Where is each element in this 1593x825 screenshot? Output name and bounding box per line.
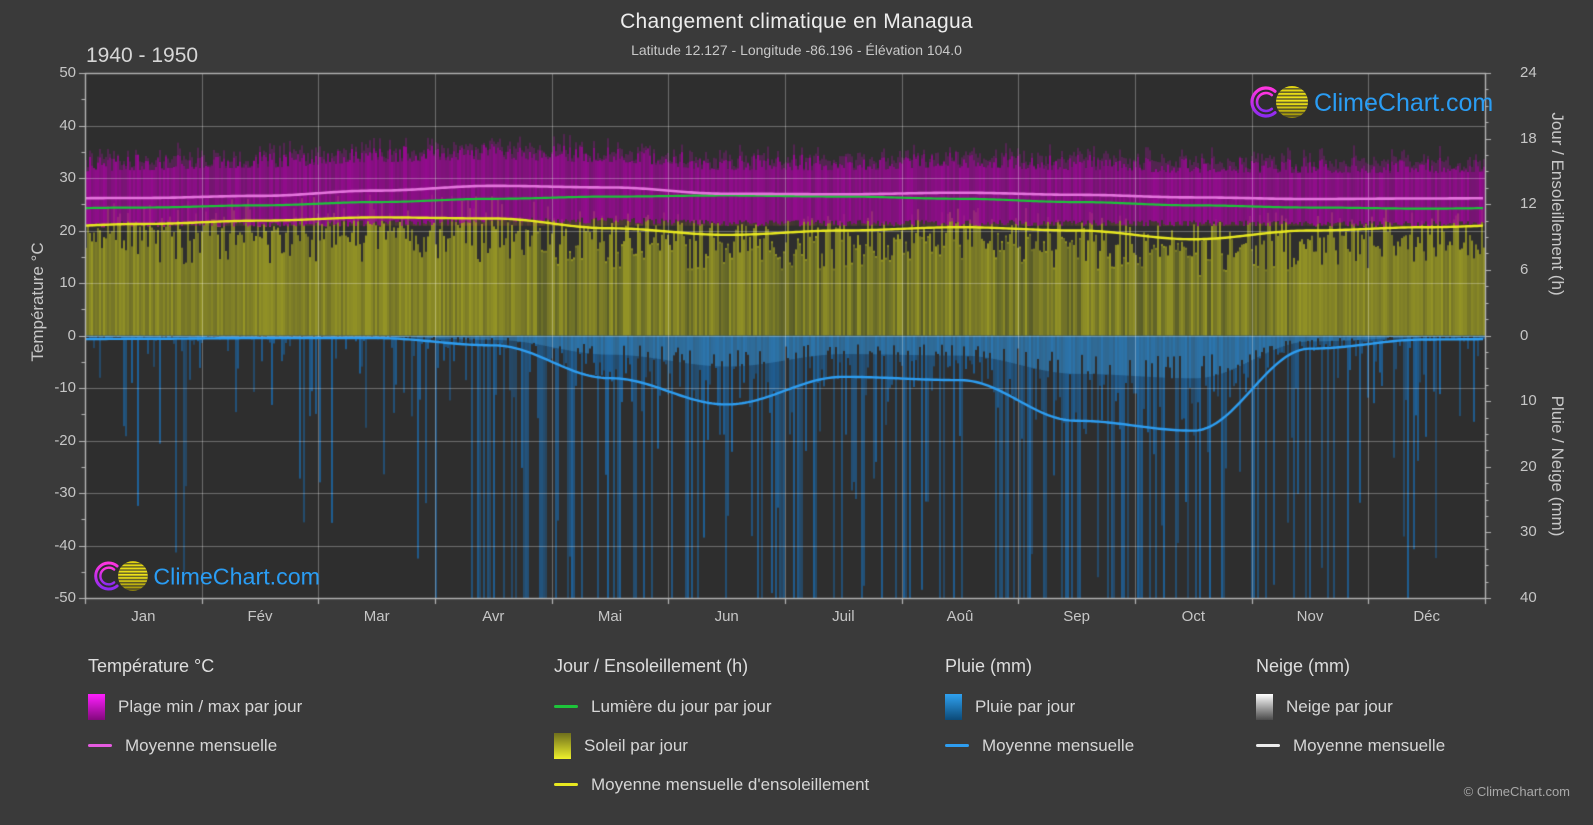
legend-header-snow: Neige (mm) bbox=[1256, 656, 1351, 676]
temp-axis-tick-label: 50 bbox=[59, 64, 76, 81]
month-axis-label: Jun bbox=[714, 608, 739, 625]
climechart-sun-icon bbox=[1276, 86, 1308, 118]
temp-axis-tick-label: -10 bbox=[54, 379, 76, 396]
temp-axis-tick-label: 40 bbox=[59, 116, 76, 134]
page-title: Changement climatique en Managua bbox=[620, 10, 973, 33]
legend-item-label: Neige par jour bbox=[1286, 696, 1393, 716]
month-axis-label: Sep bbox=[1063, 608, 1090, 625]
climechart-logo-text: ClimeChart.com bbox=[1314, 89, 1493, 117]
temp-axis-tick-label: 10 bbox=[59, 274, 76, 291]
legend-item-label: Moyenne mensuelle bbox=[1293, 735, 1446, 755]
legend-header-sunshine: Jour / Ensoleillement (h) bbox=[554, 656, 749, 676]
temp-mean-line-icon bbox=[88, 744, 112, 747]
month-axis-label: Avr bbox=[482, 608, 505, 625]
legend-item-label: Moyenne mensuelle d'ensoleillement bbox=[591, 774, 870, 794]
temp-axis-tick-label: -30 bbox=[54, 484, 76, 501]
rain-mean-line-icon bbox=[945, 744, 969, 747]
legend-item-snow-mean: Moyenne mensuelle bbox=[1256, 732, 1445, 759]
legend-item-sun-mean: Moyenne mensuelle d'ensoleillement bbox=[554, 771, 869, 798]
snow-mean-line-icon bbox=[1256, 744, 1280, 747]
temp-axis-tick-label: -50 bbox=[54, 589, 76, 606]
month-axis-label: Juil bbox=[832, 608, 855, 625]
sun-daily-swatch-icon bbox=[554, 732, 571, 759]
sun-axis-tick-label: 12 bbox=[1520, 195, 1537, 213]
temp-axis-tick-label: 0 bbox=[67, 326, 76, 344]
climechart-ring-icon bbox=[94, 561, 119, 591]
daylight-line-icon bbox=[554, 705, 578, 708]
page-subtitle: Latitude 12.127 - Longitude -86.196 - Él… bbox=[631, 42, 962, 58]
legend-item-temp-mean: Moyenne mensuelle bbox=[88, 732, 302, 759]
period-label: 1940 - 1950 bbox=[86, 44, 199, 67]
precip-axis-tick-label: 10 bbox=[1520, 392, 1537, 410]
legend-item-rain-daily: Pluie par jour bbox=[945, 693, 1134, 720]
month-axis-label: Oct bbox=[1181, 608, 1205, 625]
legend-item-rain-mean: Moyenne mensuelle bbox=[945, 732, 1134, 759]
temp-range-swatch-icon bbox=[88, 693, 105, 720]
month-axis-label: Aoû bbox=[946, 608, 974, 625]
precip-axis-tick-label: 30 bbox=[1520, 523, 1537, 541]
legend-item-label: Pluie par jour bbox=[975, 696, 1076, 716]
legend-item-label: Plage min / max par jour bbox=[118, 696, 303, 716]
legend-item-label: Soleil par jour bbox=[584, 735, 688, 755]
temp-axis-tick-label: 30 bbox=[59, 169, 76, 186]
legend-group-rain: Pluie (mm) Pluie par jour Moyenne mensue… bbox=[945, 656, 1134, 771]
copyright-text: © ClimeChart.com bbox=[1463, 784, 1570, 799]
temp-axis-tick-label: -40 bbox=[54, 536, 76, 554]
month-axis-label: Mai bbox=[597, 608, 623, 625]
climechart-sun-icon bbox=[118, 561, 148, 591]
climechart-ring-icon bbox=[1250, 86, 1277, 118]
legend-item-label: Moyenne mensuelle bbox=[982, 735, 1135, 755]
month-axis-label: Fév bbox=[247, 608, 273, 625]
month-axis-label: Mar bbox=[363, 608, 390, 625]
temp-axis-tick-label: -20 bbox=[54, 431, 76, 449]
snow-daily-swatch-icon bbox=[1256, 693, 1273, 720]
legend-item-label: Moyenne mensuelle bbox=[125, 735, 278, 755]
month-axis-label: Jan bbox=[131, 608, 156, 625]
legend-item-sun-daily: Soleil par jour bbox=[554, 732, 869, 759]
legend-item-temp-range: Plage min / max par jour bbox=[88, 693, 302, 720]
rain-daily-swatch-icon bbox=[945, 693, 962, 720]
sun-axis-tick-label: 18 bbox=[1520, 129, 1537, 147]
legend-header-rain: Pluie (mm) bbox=[945, 656, 1033, 676]
climechart-logo[interactable]: ClimeChart.com bbox=[1248, 80, 1500, 124]
sun-mean-line-icon bbox=[554, 783, 578, 786]
sun-axis-tick-label: 0 bbox=[1520, 326, 1529, 344]
sun-axis-tick-label: 24 bbox=[1520, 64, 1537, 81]
precip-axis-tick-label: 40 bbox=[1520, 589, 1537, 606]
climate-plot-canvas bbox=[75, 63, 1495, 608]
legend-group-snow: Neige (mm) Neige par jour Moyenne mensue… bbox=[1256, 656, 1445, 771]
climechart-logo-secondary[interactable]: ClimeChart.com bbox=[92, 556, 326, 597]
legend-group-sunshine: Jour / Ensoleillement (h) Lumière du jou… bbox=[554, 656, 869, 810]
month-axis-label: Nov bbox=[1296, 608, 1324, 625]
precip-axis-tick-label: 20 bbox=[1520, 457, 1537, 475]
month-axis-label: Déc bbox=[1413, 608, 1440, 625]
legend-group-temperature: Température °C Plage min / max par jour … bbox=[88, 656, 302, 771]
sun-axis-tick-label: 6 bbox=[1520, 260, 1529, 278]
legend-item-snow-daily: Neige par jour bbox=[1256, 693, 1445, 720]
legend-header-temperature: Température °C bbox=[88, 656, 215, 676]
climechart-logo-text: ClimeChart.com bbox=[153, 563, 320, 589]
legend-item-label: Lumière du jour par jour bbox=[591, 696, 772, 716]
legend-item-daylight: Lumière du jour par jour bbox=[554, 693, 869, 720]
temp-axis-tick-label: 20 bbox=[59, 221, 76, 239]
